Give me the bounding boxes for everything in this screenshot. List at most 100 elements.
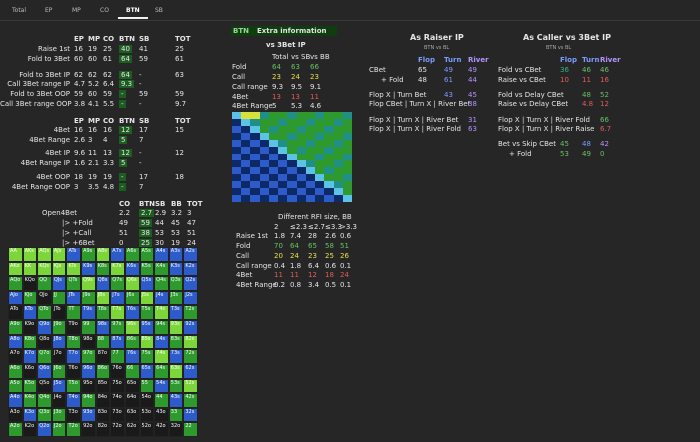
hand-cell[interactable]: Q7o <box>37 349 52 364</box>
tab-mp[interactable]: MP <box>72 7 81 14</box>
hand-cell[interactable]: Q6s <box>124 276 140 291</box>
hand-cell[interactable]: 62s <box>183 363 198 379</box>
tab-co[interactable]: CO <box>100 7 109 14</box>
hand-cell[interactable]: A2o <box>8 422 23 437</box>
hand-cell[interactable]: J9o <box>51 320 67 335</box>
hand-cell[interactable]: 44 <box>154 393 169 408</box>
hand-cell[interactable]: 93s <box>168 320 184 335</box>
hand-cell[interactable]: 95s <box>139 320 155 335</box>
hand-cell[interactable]: 65o <box>124 378 140 394</box>
hand-cell[interactable]: J7s <box>110 290 125 306</box>
hand-cell[interactable]: AQo <box>8 276 23 291</box>
hand-cell[interactable]: Q3s <box>168 276 184 291</box>
hand-cell[interactable]: A4o <box>8 393 23 408</box>
hand-cell[interactable]: 66 <box>124 363 140 379</box>
hand-cell[interactable]: J8s <box>95 290 111 306</box>
hand-cell[interactable]: K8o <box>22 334 38 350</box>
hand-cell[interactable]: AJs <box>51 247 67 262</box>
hand-cell[interactable]: KQs <box>37 261 52 277</box>
hand-cell[interactable]: T5s <box>139 305 155 321</box>
hand-cell[interactable]: J3o <box>51 407 67 423</box>
hand-cell[interactable]: J7o <box>51 349 67 364</box>
hand-cell[interactable]: 32s <box>183 407 198 423</box>
hand-cell[interactable]: Q4o <box>37 393 52 408</box>
hand-cell[interactable]: J5o <box>51 378 67 394</box>
hand-cell[interactable]: Q5s <box>139 276 155 291</box>
hand-cell[interactable]: JTs <box>66 290 82 306</box>
hand-cell[interactable]: T3o <box>66 407 82 423</box>
hand-cell[interactable]: 87s <box>110 334 125 350</box>
hand-cell[interactable]: 53s <box>168 378 184 394</box>
tab-total[interactable]: Total <box>12 7 27 14</box>
hand-cell[interactable]: J2o <box>51 422 67 437</box>
hand-cell[interactable]: 76o <box>110 363 125 379</box>
hand-cell[interactable]: J9s <box>81 290 96 306</box>
hand-cell[interactable]: T7s <box>110 305 125 321</box>
hand-cell[interactable]: T9o <box>66 320 82 335</box>
hand-cell[interactable]: QJo <box>37 290 52 306</box>
hand-cell[interactable]: T4o <box>66 393 82 408</box>
hand-cell[interactable]: 52s <box>183 378 198 394</box>
hand-cell[interactable]: K3s <box>168 261 184 277</box>
hand-cell[interactable]: Q7s <box>110 276 125 291</box>
hand-cell[interactable]: A7s <box>110 247 125 262</box>
hand-cell[interactable]: K9o <box>22 320 38 335</box>
hand-cell[interactable]: 72o <box>110 422 125 437</box>
hand-cell[interactable]: K2s <box>183 261 198 277</box>
hand-cell[interactable]: K4s <box>154 261 169 277</box>
hand-cell[interactable]: T6o <box>66 363 82 379</box>
hand-cell[interactable]: 84o <box>95 393 111 408</box>
hand-cell[interactable]: Q5o <box>37 378 52 394</box>
hand-cell[interactable]: 42s <box>183 393 198 408</box>
hand-cell[interactable]: KQo <box>22 276 38 291</box>
hand-cell[interactable]: 87o <box>95 349 111 364</box>
hand-cell[interactable]: 65s <box>139 363 155 379</box>
hand-cell[interactable]: 95o <box>81 378 96 394</box>
hand-cell[interactable]: QQ <box>37 276 52 291</box>
hand-cell[interactable]: Q9o <box>37 320 52 335</box>
hand-cell[interactable]: JJ <box>51 290 67 306</box>
extra-tab-info[interactable]: Extra information <box>257 27 327 35</box>
hand-cell[interactable]: ATo <box>8 305 23 321</box>
hand-cell[interactable]: J3s <box>168 290 184 306</box>
hand-cell[interactable]: T6s <box>124 305 140 321</box>
hand-cell[interactable]: 85s <box>139 334 155 350</box>
hand-cell[interactable]: AJo <box>8 290 23 306</box>
hand-cell[interactable]: A7o <box>8 349 23 364</box>
hand-cell[interactable]: QJs <box>51 276 67 291</box>
hand-cell[interactable]: T8o <box>66 334 82 350</box>
hand-cell[interactable]: A3o <box>8 407 23 423</box>
hand-cell[interactable]: 32o <box>168 422 184 437</box>
hand-cell[interactable]: K6o <box>22 363 38 379</box>
hand-cell[interactable]: 82o <box>95 422 111 437</box>
hand-cell[interactable]: AKs <box>22 247 38 262</box>
hand-cell[interactable]: 77 <box>110 349 125 364</box>
hand-cell[interactable]: 54s <box>154 378 169 394</box>
hand-cell[interactable]: ATs <box>66 247 82 262</box>
hand-cell[interactable]: 22 <box>183 422 198 437</box>
hand-cell[interactable]: K7o <box>22 349 38 364</box>
hand-cell[interactable]: QTo <box>37 305 52 321</box>
hand-cell[interactable]: KTo <box>22 305 38 321</box>
tab-btn[interactable]: BTN <box>126 7 140 14</box>
hand-cell[interactable]: AQs <box>37 247 52 262</box>
hand-cell[interactable]: 98s <box>95 320 111 335</box>
hand-cell[interactable]: J6s <box>124 290 140 306</box>
hand-cell[interactable]: Q2o <box>37 422 52 437</box>
hand-cell[interactable]: 64s <box>154 363 169 379</box>
hand-cell[interactable]: J8o <box>51 334 67 350</box>
hand-cell[interactable]: 93o <box>81 407 96 423</box>
hand-cell[interactable]: KK <box>22 261 38 277</box>
hand-cell[interactable]: J4s <box>154 290 169 306</box>
hand-cell[interactable]: K5s <box>139 261 155 277</box>
hand-cell[interactable]: K3o <box>22 407 38 423</box>
hand-cell[interactable]: A8s <box>95 247 111 262</box>
hand-cell[interactable]: A2s <box>183 247 198 262</box>
hand-cell[interactable]: A5o <box>8 378 23 394</box>
hand-cell[interactable]: 86o <box>95 363 111 379</box>
hand-cell[interactable]: T2s <box>183 305 198 321</box>
hand-cell[interactable]: 83s <box>168 334 184 350</box>
hand-cell[interactable]: 53o <box>139 407 155 423</box>
hand-cell[interactable]: A3s <box>168 247 184 262</box>
hand-cell[interactable]: A9s <box>81 247 96 262</box>
